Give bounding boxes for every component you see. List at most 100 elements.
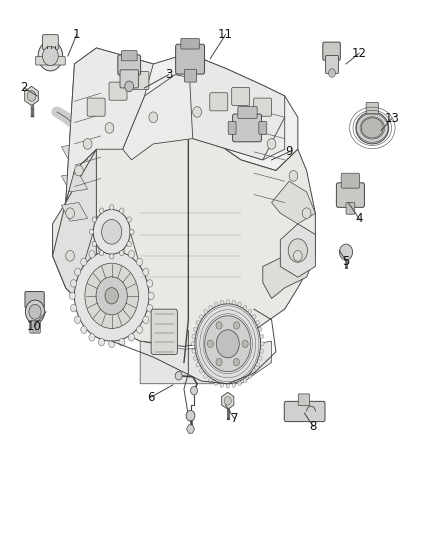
FancyBboxPatch shape [233, 114, 261, 142]
Circle shape [69, 292, 75, 300]
Circle shape [128, 334, 134, 341]
Circle shape [260, 334, 264, 338]
Circle shape [25, 300, 45, 324]
Circle shape [233, 322, 240, 329]
Circle shape [42, 46, 58, 66]
Circle shape [119, 338, 125, 346]
Circle shape [89, 334, 95, 341]
Circle shape [224, 397, 231, 405]
Circle shape [99, 208, 104, 213]
Circle shape [244, 378, 247, 382]
Circle shape [66, 251, 74, 261]
Circle shape [244, 305, 247, 310]
Circle shape [194, 327, 197, 332]
Circle shape [216, 330, 239, 358]
Polygon shape [140, 341, 272, 384]
Circle shape [71, 304, 77, 312]
Circle shape [110, 254, 114, 259]
Text: 5: 5 [343, 255, 350, 268]
Circle shape [248, 309, 252, 313]
Circle shape [204, 374, 207, 378]
Circle shape [119, 246, 125, 253]
Polygon shape [222, 392, 234, 409]
Circle shape [71, 280, 77, 287]
Text: 2: 2 [20, 82, 28, 94]
Circle shape [199, 314, 203, 319]
Circle shape [110, 205, 114, 210]
FancyBboxPatch shape [259, 122, 267, 134]
FancyBboxPatch shape [151, 309, 177, 354]
Circle shape [220, 300, 223, 304]
FancyBboxPatch shape [238, 107, 257, 118]
Polygon shape [272, 181, 315, 224]
FancyBboxPatch shape [228, 122, 236, 134]
FancyBboxPatch shape [131, 71, 149, 90]
Circle shape [199, 369, 203, 373]
Circle shape [99, 246, 105, 253]
Circle shape [143, 268, 149, 276]
Circle shape [238, 381, 241, 385]
Circle shape [85, 263, 138, 328]
Circle shape [242, 340, 248, 348]
Circle shape [214, 381, 218, 385]
Circle shape [205, 316, 251, 372]
FancyBboxPatch shape [298, 394, 310, 406]
Polygon shape [53, 149, 96, 320]
Circle shape [204, 309, 207, 313]
Circle shape [127, 217, 131, 222]
Circle shape [74, 316, 81, 324]
Polygon shape [53, 128, 315, 346]
FancyBboxPatch shape [109, 82, 127, 100]
Circle shape [27, 91, 36, 101]
FancyBboxPatch shape [341, 173, 360, 188]
Polygon shape [187, 425, 194, 433]
Circle shape [261, 342, 264, 346]
Polygon shape [188, 53, 285, 160]
Text: 10: 10 [27, 320, 42, 333]
Circle shape [128, 251, 134, 258]
Circle shape [147, 304, 153, 312]
Circle shape [109, 340, 115, 348]
Circle shape [29, 304, 41, 319]
Circle shape [191, 342, 195, 346]
Circle shape [293, 251, 302, 261]
FancyBboxPatch shape [120, 70, 138, 88]
FancyBboxPatch shape [121, 51, 137, 61]
Circle shape [226, 384, 230, 388]
Text: 7: 7 [230, 412, 238, 425]
Circle shape [232, 383, 236, 387]
Circle shape [99, 251, 104, 256]
Circle shape [102, 220, 122, 244]
Polygon shape [263, 240, 315, 298]
Circle shape [258, 356, 262, 360]
Circle shape [120, 251, 124, 256]
Circle shape [192, 334, 195, 338]
Text: 3: 3 [165, 68, 172, 81]
Text: 13: 13 [385, 112, 399, 125]
Polygon shape [25, 86, 39, 106]
FancyBboxPatch shape [232, 87, 250, 106]
Text: 9: 9 [285, 146, 293, 158]
Circle shape [74, 251, 149, 341]
Circle shape [253, 314, 256, 319]
Circle shape [302, 208, 311, 219]
Circle shape [256, 321, 259, 325]
Text: 4: 4 [355, 212, 363, 225]
Circle shape [289, 171, 298, 181]
Circle shape [137, 258, 143, 265]
Circle shape [216, 322, 222, 329]
FancyBboxPatch shape [176, 44, 205, 74]
Circle shape [256, 363, 259, 367]
FancyBboxPatch shape [254, 98, 272, 116]
Circle shape [260, 349, 264, 353]
FancyBboxPatch shape [184, 69, 197, 82]
FancyBboxPatch shape [25, 292, 44, 308]
Text: 1: 1 [73, 28, 81, 41]
Circle shape [214, 302, 218, 306]
Circle shape [208, 305, 212, 310]
Circle shape [220, 383, 223, 387]
Circle shape [339, 244, 353, 260]
Circle shape [237, 117, 245, 128]
Circle shape [238, 302, 241, 306]
Circle shape [38, 41, 63, 71]
